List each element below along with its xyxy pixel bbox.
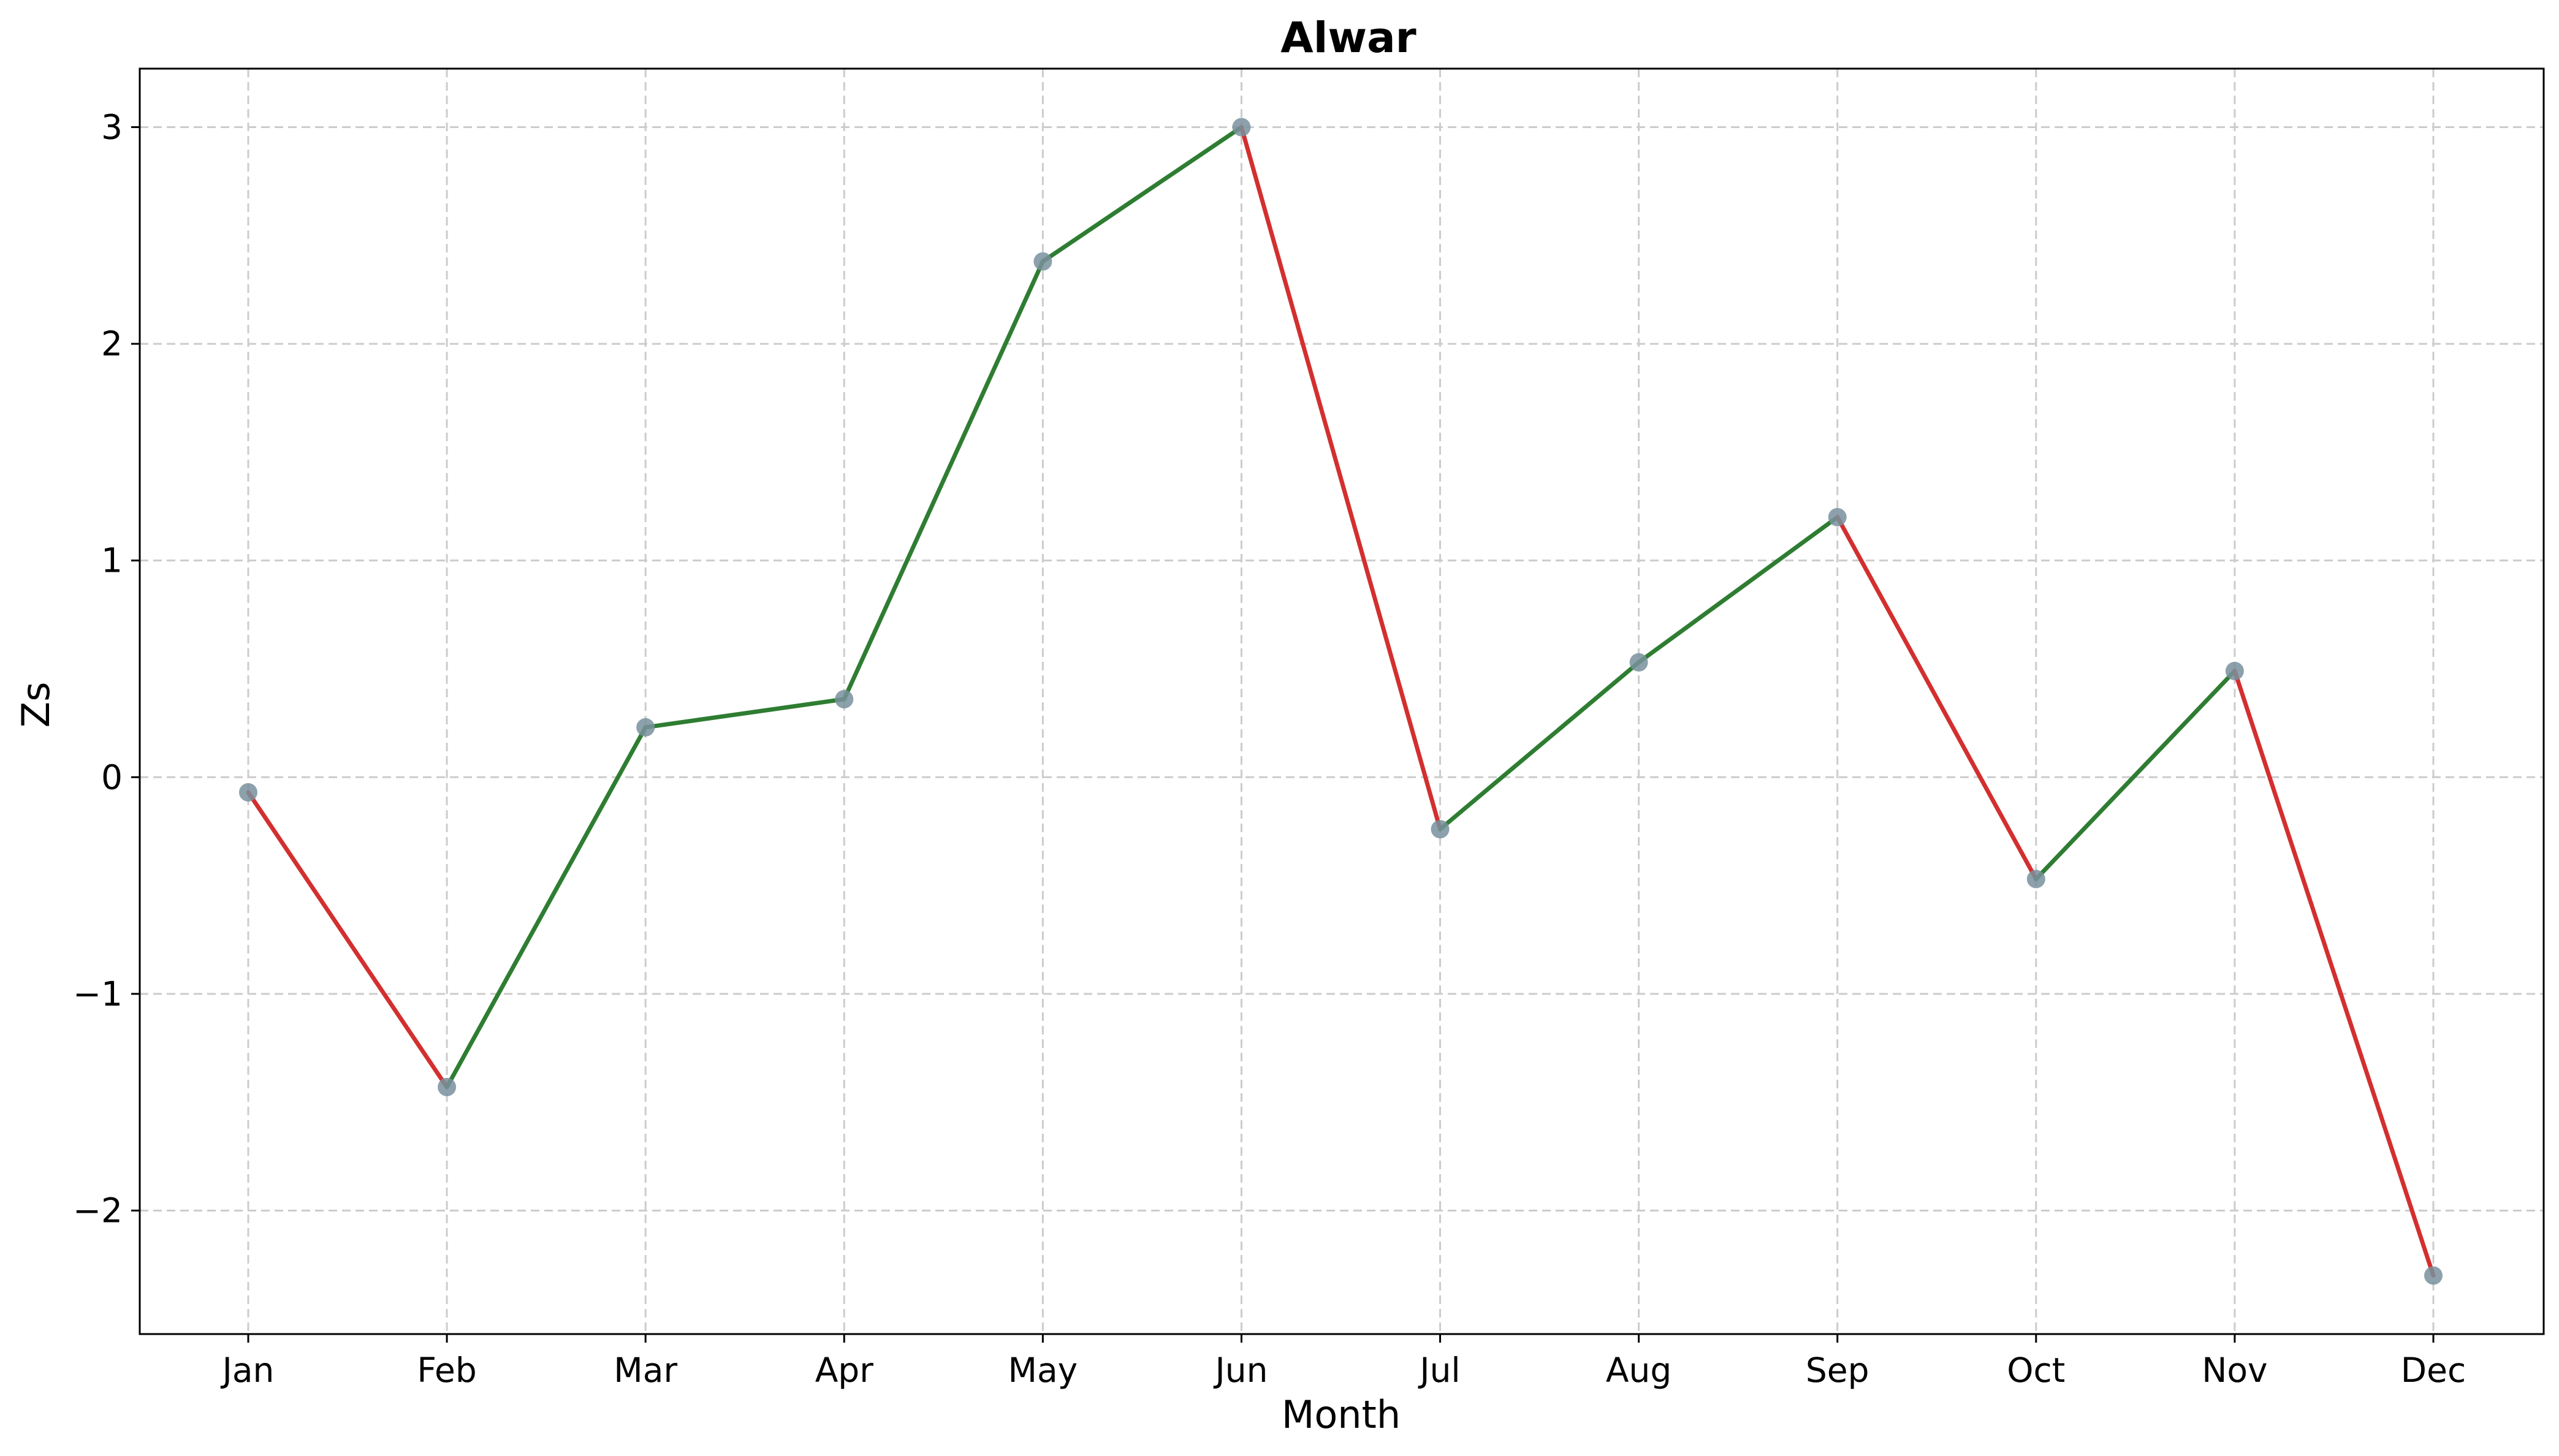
increase-segment	[643, 697, 846, 730]
data-point	[2026, 870, 2045, 889]
increase-segment	[444, 725, 648, 1090]
y-tick-label: −1	[73, 974, 123, 1014]
data-point	[1828, 507, 1847, 526]
x-tick-label: May	[1008, 1351, 1078, 1390]
data-point	[1232, 118, 1251, 137]
increase-segment	[2034, 669, 2237, 881]
decrease-segment	[246, 790, 449, 1090]
x-tick-label: Jan	[221, 1351, 275, 1390]
data-point	[636, 718, 655, 737]
x-tick-label: Feb	[417, 1351, 476, 1390]
x-axis-label: Month	[1282, 1392, 1401, 1437]
decrease-segment	[1835, 515, 2039, 881]
data-point	[1629, 653, 1648, 672]
x-axis: Jan Feb Mar Apr May Jun Jul Aug Sep Oct Nov Dec	[221, 1334, 2466, 1390]
increase-segment	[1637, 515, 1840, 665]
x-tick-label: Jun	[1213, 1351, 1268, 1390]
data-point	[1431, 820, 1450, 839]
series-markers	[239, 118, 2443, 1285]
y-tick-label: 0	[101, 757, 123, 797]
chart-title: Alwar	[1280, 13, 1416, 63]
series-lines	[246, 124, 2436, 1278]
data-point	[438, 1077, 457, 1096]
y-tick-label: 3	[101, 107, 123, 146]
data-point	[2225, 661, 2244, 680]
x-tick-label: Apr	[815, 1351, 874, 1390]
y-tick-label: −2	[73, 1191, 123, 1230]
increase-segment	[1040, 124, 1244, 264]
x-tick-label: Aug	[1606, 1351, 1671, 1390]
y-axis-label: Zs	[13, 682, 58, 728]
grid	[140, 69, 2544, 1334]
data-point	[835, 689, 854, 708]
plot-frame	[139, 67, 2545, 1335]
data-point	[2424, 1266, 2443, 1285]
x-tick-label: Nov	[2202, 1351, 2267, 1390]
increase-segment	[842, 259, 1045, 702]
decrease-segment	[1239, 124, 1443, 832]
x-tick-label: Dec	[2401, 1351, 2466, 1390]
x-tick-label: Jul	[1418, 1351, 1460, 1390]
decrease-segment	[2232, 669, 2436, 1278]
data-point	[239, 783, 257, 802]
y-tick-label: 2	[101, 324, 123, 363]
x-tick-label: Mar	[614, 1351, 677, 1390]
data-point	[1033, 252, 1052, 271]
y-axis: −2 −1 0 1 2 3	[73, 107, 140, 1230]
x-tick-label: Oct	[2007, 1351, 2065, 1390]
x-tick-label: Sep	[1806, 1351, 1869, 1390]
increase-segment	[1438, 660, 1641, 832]
y-tick-label: 1	[101, 541, 123, 580]
